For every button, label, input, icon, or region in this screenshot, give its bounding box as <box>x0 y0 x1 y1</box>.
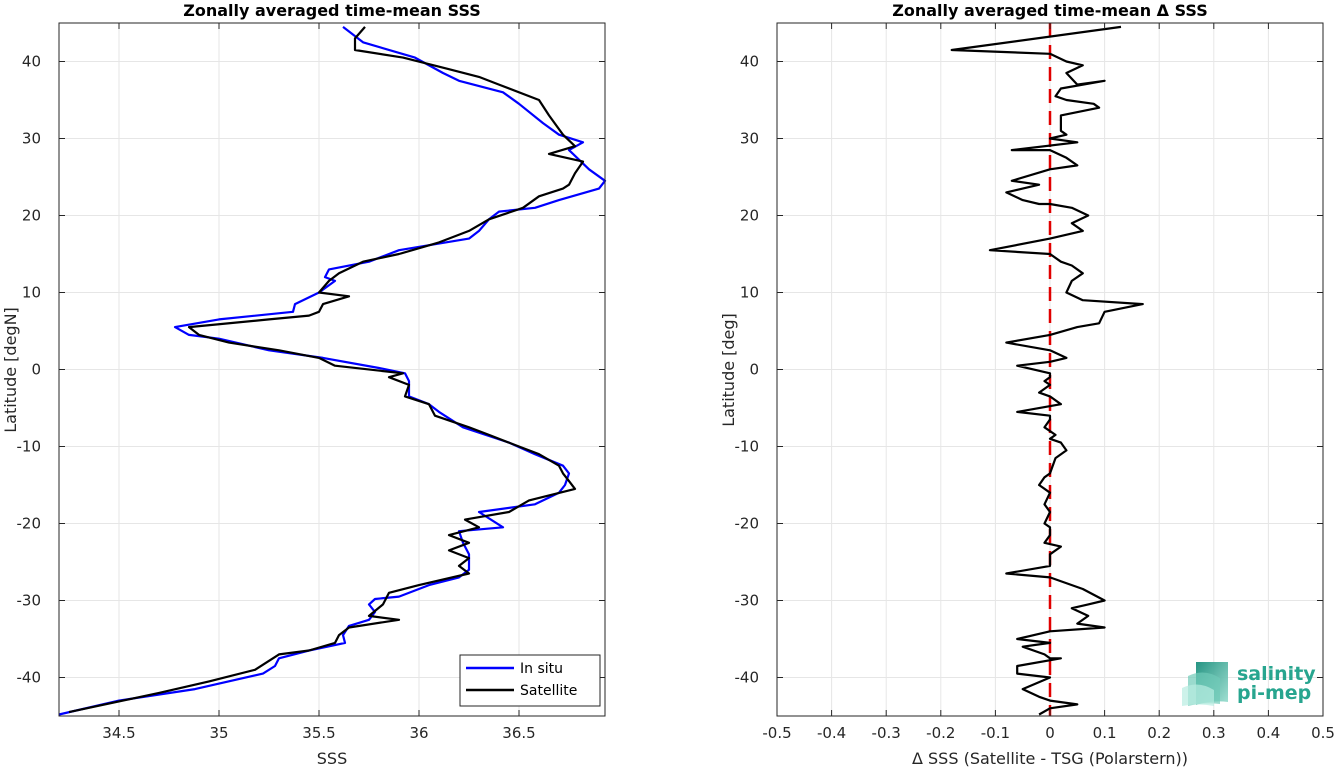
chart-title-sss: Zonally averaged time-mean SSS <box>183 1 481 20</box>
x-tick-label: -0.4 <box>817 724 846 742</box>
x-axis-label-delta-sss: Δ SSS (Satellite - TSG (Polarstern)) <box>912 749 1188 768</box>
x-axis-label-sss: SSS <box>317 749 347 768</box>
legend-label-in-situ: In situ <box>520 661 563 677</box>
x-tick-label: 34.5 <box>102 724 135 742</box>
chart-sss: 34.5 35 35.5 36 36.5 -40 -30 -20 -10 0 10 20 30 40 Zo… <box>1 1 607 768</box>
y-tick-label: -30 <box>735 592 760 610</box>
x-tick-label: 36 <box>409 724 428 742</box>
y-axis-label-delta-sss: Latitude [deg] <box>719 313 738 427</box>
y-tick-label: -40 <box>735 669 760 687</box>
x-tick-label: 0.5 <box>1311 724 1335 742</box>
x-tick-label: 0 <box>1045 724 1055 742</box>
logo-text-salinity: salinity <box>1237 663 1316 685</box>
y-tick-label: 20 <box>740 207 759 225</box>
y-tick-label: -10 <box>17 438 42 456</box>
ticks-sss: 34.5 35 35.5 36 36.5 -40 -30 -20 -10 0 10 20 30 40 <box>17 23 605 742</box>
x-tick-label: -0.3 <box>872 724 901 742</box>
series-lines-sss <box>58 26 607 716</box>
legend-label-satellite: Satellite <box>520 683 577 699</box>
y-tick-label: 30 <box>740 130 759 148</box>
y-tick-label: -20 <box>735 515 760 533</box>
series-line-delta-delta-sss <box>950 25 1144 716</box>
y-tick-label: 0 <box>749 361 759 379</box>
legend-box <box>459 654 601 707</box>
x-tick-label: 0.3 <box>1202 724 1226 742</box>
x-tick-label: -0.2 <box>926 724 955 742</box>
x-tick-label: 0.2 <box>1147 724 1171 742</box>
y-tick-label: -10 <box>735 438 760 456</box>
y-tick-label: 10 <box>22 284 41 302</box>
x-tick-label: 35 <box>209 724 228 742</box>
x-tick-label: 36.5 <box>502 724 535 742</box>
series-lines-delta-sss <box>950 23 1144 716</box>
chart-delta-sss: -0.5 -0.4 -0.3 -0.2 -0.1 0 0.1 0.2 0.3 0.4 0.5 -40 -… <box>719 1 1335 768</box>
series-line-satellite-sss <box>68 26 585 714</box>
x-tick-label: 0.4 <box>1256 724 1280 742</box>
y-tick-label: 0 <box>31 361 41 379</box>
series-line-in-situ-sss <box>58 26 607 716</box>
y-tick-label: 40 <box>22 53 41 71</box>
legend: In situ Satellite <box>459 654 601 707</box>
y-axis-label-sss: Latitude [degN] <box>1 307 20 433</box>
y-tick-label: 10 <box>740 284 759 302</box>
y-tick-label: -20 <box>17 515 42 533</box>
y-tick-label: 20 <box>22 207 41 225</box>
y-tick-label: 40 <box>740 53 759 71</box>
x-tick-label: 35.5 <box>302 724 335 742</box>
x-tick-label: 0.1 <box>1093 724 1117 742</box>
x-tick-label: -0.1 <box>981 724 1010 742</box>
chart-title-delta-sss: Zonally averaged time-mean Δ SSS <box>892 1 1208 20</box>
y-tick-label: 30 <box>22 130 41 148</box>
ticks-delta-sss: -0.5 -0.4 -0.3 -0.2 -0.1 0 0.1 0.2 0.3 0.4 0.5 -40 -… <box>735 23 1335 742</box>
y-tick-label: -30 <box>17 592 42 610</box>
logo-text-pi-mep: pi-mep <box>1237 682 1311 704</box>
salinity-pi-mep-logo: salinity pi-mep <box>1182 662 1316 706</box>
y-tick-label: -40 <box>17 669 42 687</box>
x-tick-label: -0.5 <box>762 724 791 742</box>
gridlines-sss <box>59 23 605 716</box>
salinity-wave-logo-icon <box>1182 662 1228 706</box>
